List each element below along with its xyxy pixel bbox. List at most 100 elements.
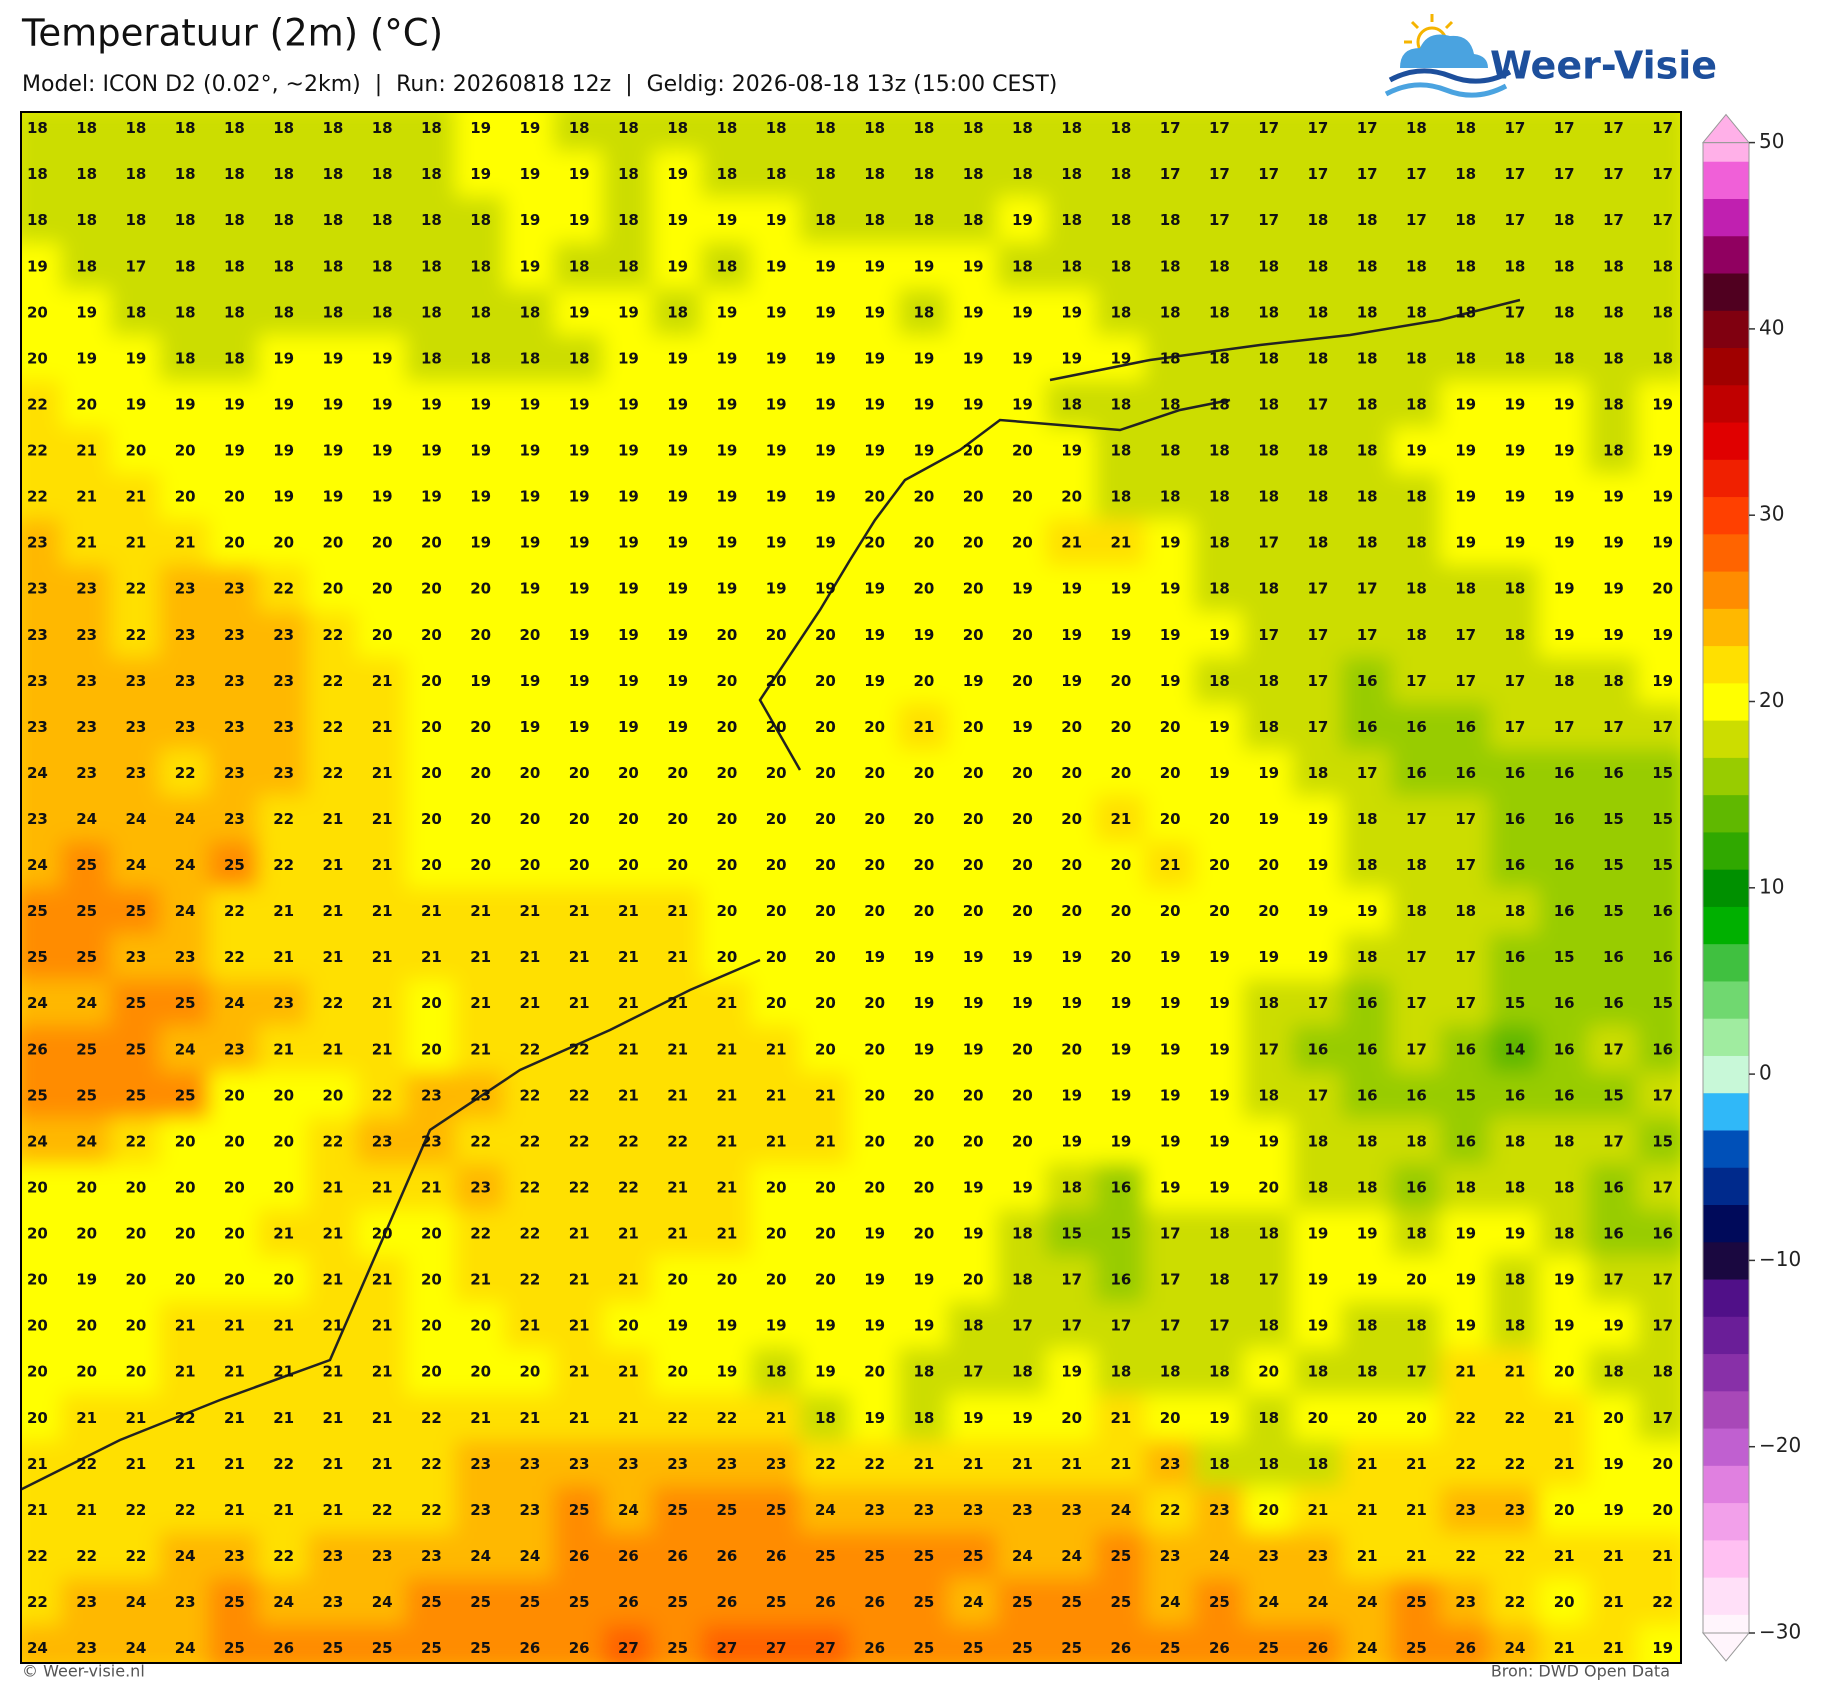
temperature-cell [405, 334, 458, 383]
temperature-value: 17 [1603, 211, 1624, 229]
temperature-cell [258, 795, 310, 844]
temperature-cell [1046, 242, 1098, 291]
temperature-value: 20 [1061, 718, 1082, 736]
temperature-value: 21 [372, 1363, 393, 1381]
temperature-value: 19 [913, 257, 934, 275]
temperature-cell [1538, 150, 1590, 199]
colorbar-band [1703, 645, 1749, 684]
temperature-value: 17 [1209, 211, 1230, 229]
temperature-cell [1193, 150, 1246, 199]
temperature-value: 16 [1554, 1086, 1575, 1104]
temperature-cell [307, 473, 359, 522]
temperature-value: 19 [815, 303, 836, 321]
temperature-value: 23 [1012, 1501, 1033, 1519]
temperature-value: 18 [273, 165, 294, 183]
temperature-value: 20 [618, 810, 639, 828]
temperature-cell [898, 749, 950, 798]
temperature-value: 20 [716, 718, 737, 736]
temperature-value: 22 [421, 1409, 442, 1427]
temperature-value: 22 [224, 902, 245, 920]
temperature-value: 20 [273, 1132, 294, 1150]
temperature-value: 19 [569, 211, 590, 229]
temperature-value: 17 [1307, 672, 1328, 690]
temperature-value: 19 [913, 1317, 934, 1335]
temperature-value: 22 [175, 1501, 196, 1519]
temperature-value: 19 [618, 534, 639, 552]
temperature-cell [110, 703, 162, 752]
temperature-value: 15 [1603, 902, 1624, 920]
temperature-cell [455, 887, 507, 936]
temperature-value: 22 [519, 1132, 540, 1150]
temperature-cell [947, 380, 999, 429]
temperature-value: 21 [224, 1363, 245, 1381]
temperature-value: 22 [125, 1132, 146, 1150]
temperature-value: 19 [1554, 1271, 1575, 1289]
temperature-value: 18 [1160, 349, 1181, 367]
temperature-value: 18 [1061, 257, 1082, 275]
temperature-cell [996, 150, 1049, 199]
temperature-cell [1046, 150, 1098, 199]
temperature-cell [553, 657, 605, 706]
temperature-value: 22 [470, 1225, 491, 1243]
temperature-cell [996, 703, 1049, 752]
temperature-value: 21 [569, 1363, 590, 1381]
temperature-value: 23 [76, 1639, 97, 1657]
temperature-value: 20 [1209, 902, 1230, 920]
temperature-cell [849, 519, 901, 568]
temperature-value: 19 [1652, 534, 1673, 552]
temperature-value: 19 [1012, 395, 1033, 413]
temperature-value: 19 [913, 948, 934, 966]
temperature-value: 20 [1012, 1132, 1033, 1150]
temperature-value: 18 [322, 303, 343, 321]
temperature-value: 15 [1652, 1132, 1673, 1150]
temperature-value: 20 [913, 534, 934, 552]
temperature-value: 20 [27, 349, 48, 367]
temperature-value: 21 [322, 1363, 343, 1381]
temperature-cell [1637, 795, 1681, 844]
temperature-value: 16 [1554, 764, 1575, 782]
temperature-value: 18 [1554, 257, 1575, 275]
temperature-cell [750, 288, 802, 337]
temperature-cell [1095, 795, 1147, 844]
temperature-value: 17 [1258, 211, 1279, 229]
temperature-cell [602, 657, 655, 706]
temperature-value: 19 [815, 395, 836, 413]
temperature-cell [208, 519, 261, 568]
temperature-value: 19 [125, 349, 146, 367]
temperature-cell [208, 703, 261, 752]
temperature-cell [1046, 473, 1098, 522]
temperature-value: 23 [125, 948, 146, 966]
temperature-value: 20 [667, 810, 688, 828]
temperature-cell [898, 196, 950, 245]
temperature-value: 23 [27, 534, 48, 552]
temperature-cell [750, 519, 802, 568]
colorbar-band [1703, 347, 1749, 386]
temperature-value: 18 [963, 119, 984, 137]
temperature-value: 18 [273, 119, 294, 137]
temperature-cell [307, 242, 359, 291]
temperature-value: 21 [1357, 1455, 1378, 1473]
temperature-cell [701, 288, 753, 337]
temperature-value: 19 [1307, 948, 1328, 966]
temperature-value: 21 [618, 1363, 639, 1381]
temperature-value: 20 [864, 1363, 885, 1381]
temperature-value: 24 [519, 1547, 540, 1565]
temperature-value: 24 [125, 810, 146, 828]
temperature-value: 20 [27, 1363, 48, 1381]
temperature-cell [1243, 288, 1295, 337]
temperature-value: 18 [1357, 1178, 1378, 1196]
temperature-value: 21 [372, 994, 393, 1012]
temperature-cell [61, 703, 113, 752]
temperature-cell [701, 887, 753, 936]
temperature-value: 18 [766, 119, 787, 137]
temperature-value: 18 [1061, 165, 1082, 183]
temperature-value: 17 [963, 1363, 984, 1381]
temperature-cell [1193, 703, 1246, 752]
temperature-value: 18 [1307, 534, 1328, 552]
temperature-cell [1292, 196, 1344, 245]
temperature-cell [1243, 519, 1295, 568]
temperature-cell [750, 473, 802, 522]
temperature-value: 23 [27, 672, 48, 690]
temperature-cell [1341, 112, 1393, 153]
temperature-value: 20 [470, 856, 491, 874]
